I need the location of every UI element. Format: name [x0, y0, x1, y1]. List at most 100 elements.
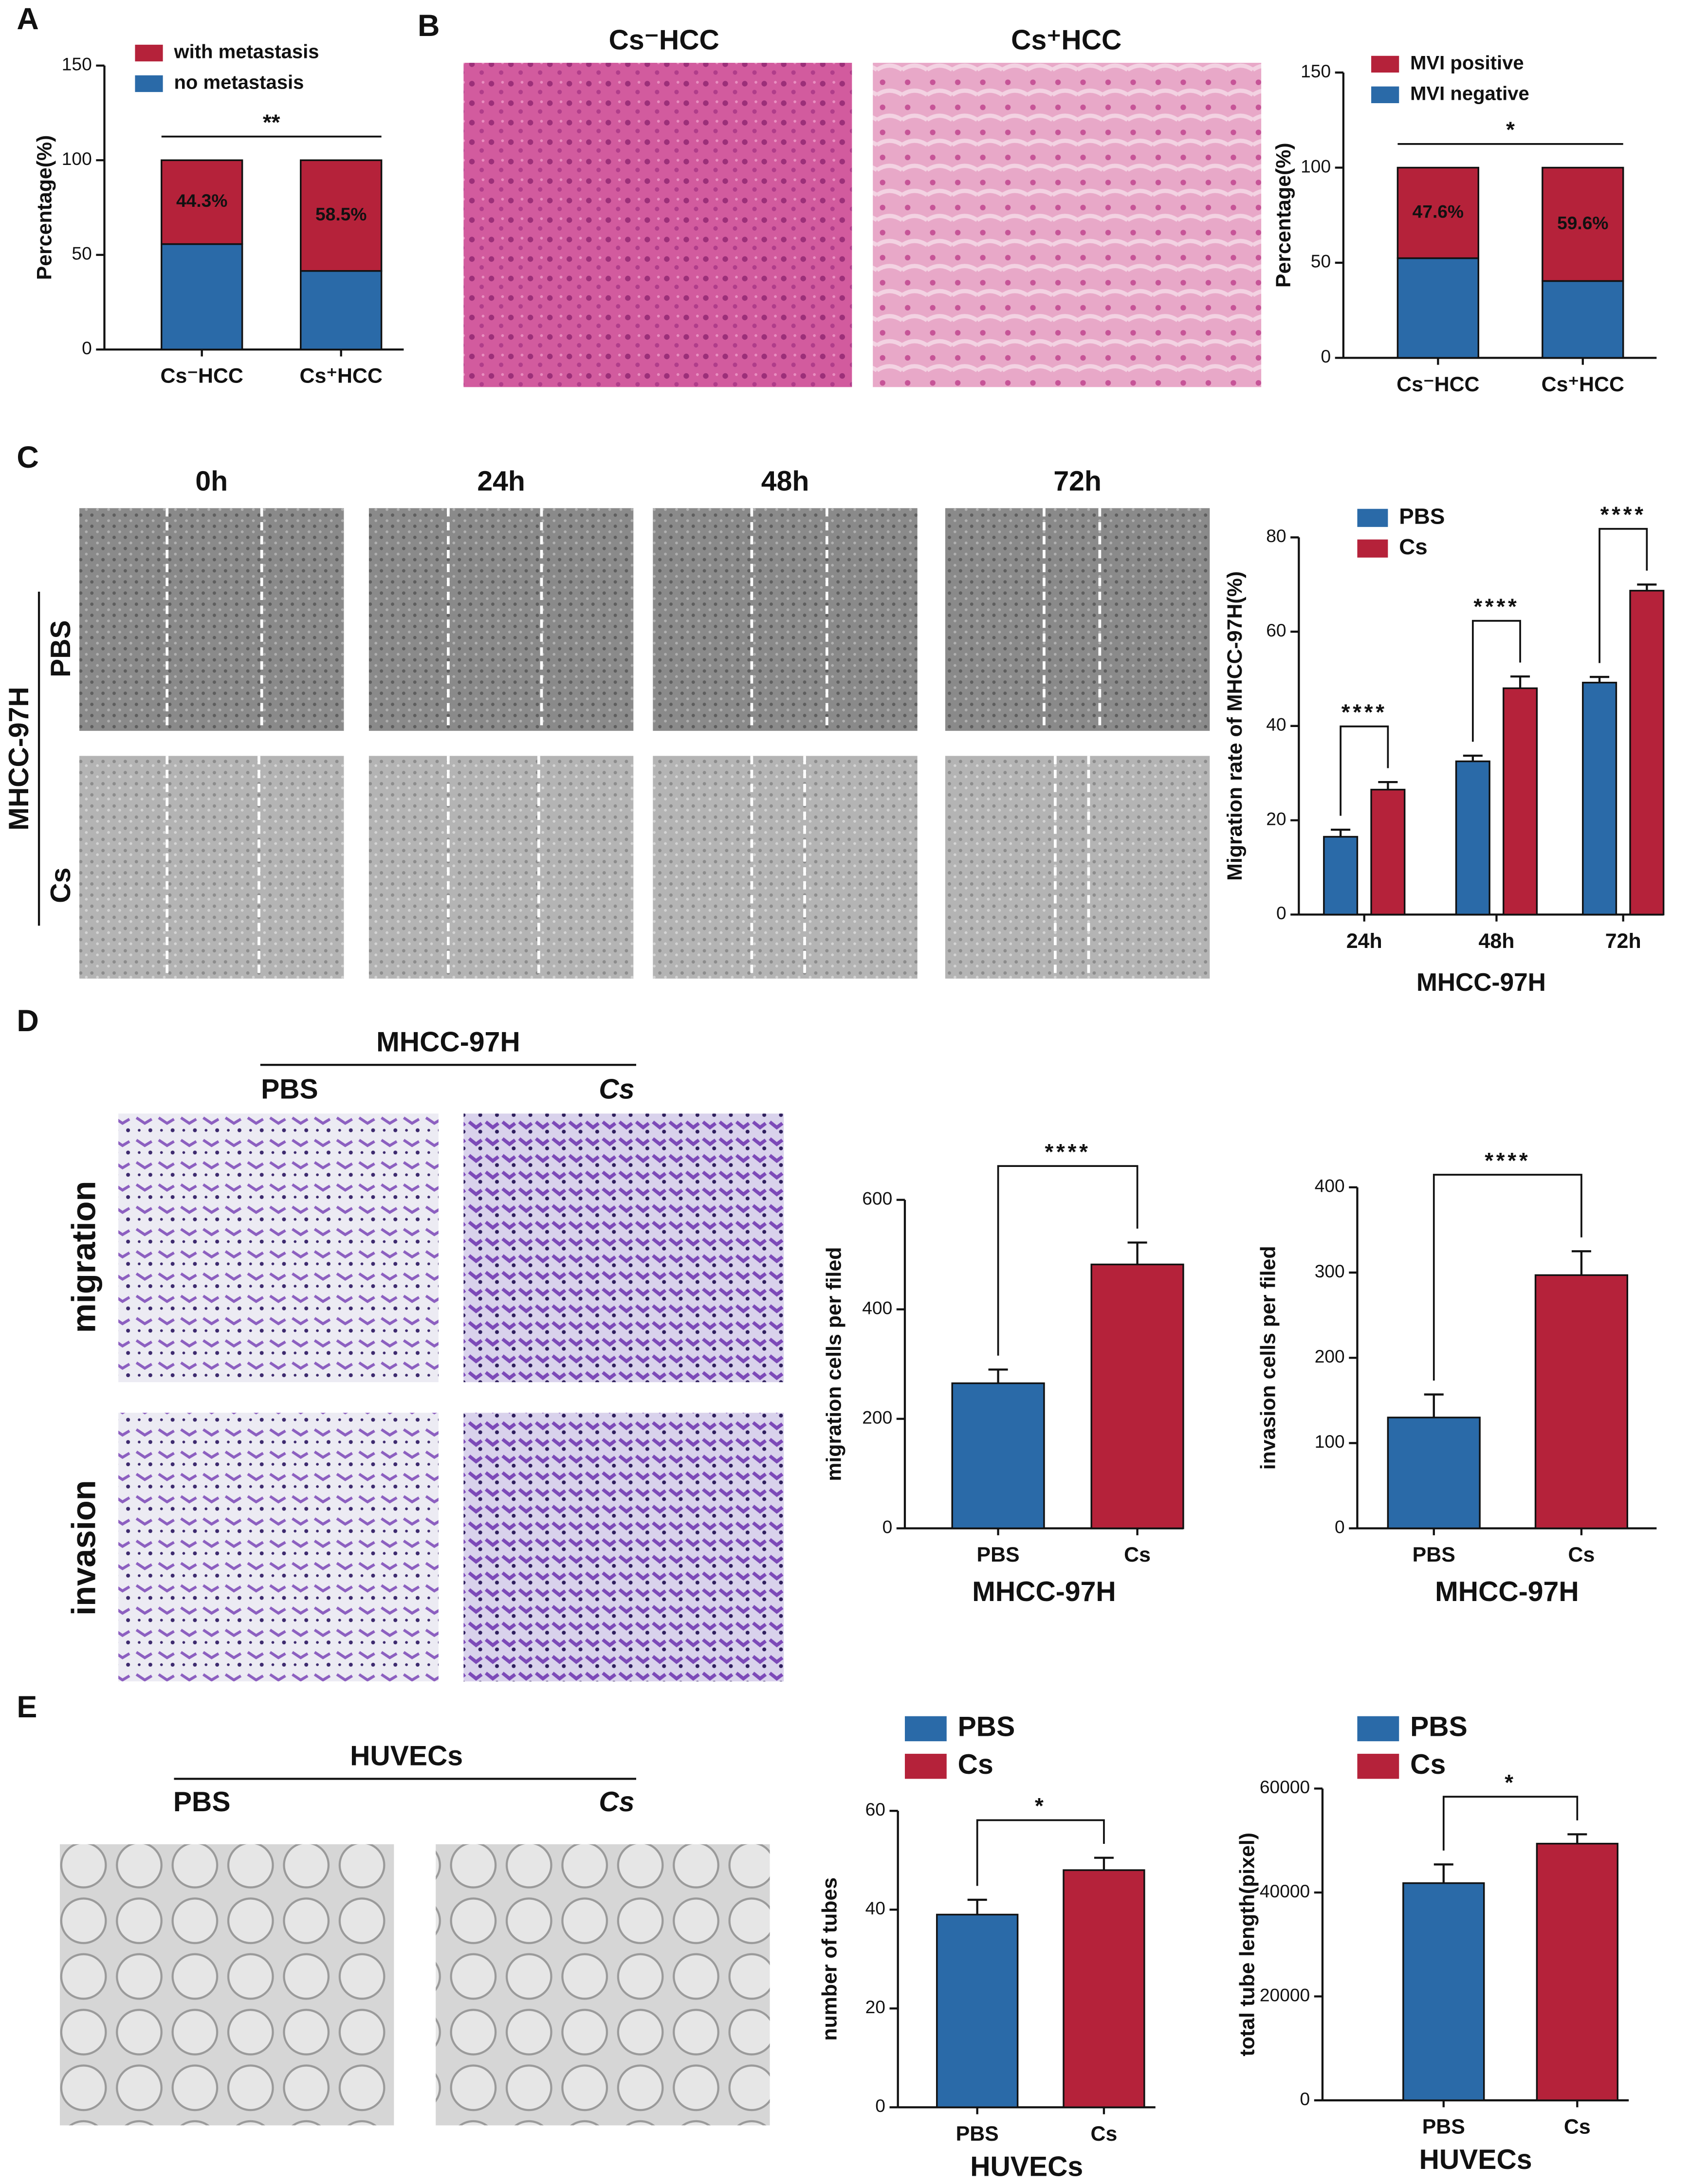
- y-tick-label: 50: [1311, 251, 1331, 272]
- significance-label: *: [1035, 1794, 1047, 1819]
- error-bar: [1127, 1241, 1147, 1265]
- y-tick-label: 40: [1266, 714, 1286, 735]
- micrograph: [59, 1844, 394, 2126]
- error-bar: [1463, 754, 1483, 762]
- time-label: 72h: [1053, 466, 1102, 497]
- y-axis-title: migration cells per filed: [822, 1247, 845, 1481]
- legend-label: no metastasis: [174, 72, 304, 93]
- panel-letter: E: [17, 1690, 37, 1724]
- legend-label: PBS: [1399, 504, 1445, 528]
- significance-label: ****: [1473, 594, 1519, 619]
- y-axis-title: invasion cells per filed: [1257, 1246, 1280, 1470]
- y-tick-label: 150: [1301, 61, 1331, 81]
- legend-swatch: [1357, 1753, 1399, 1779]
- y-axis-title: Migration rate of MHCC-97H(%): [1223, 571, 1247, 881]
- significance-bracket: [1340, 725, 1389, 816]
- y-tick-label: 600: [862, 1188, 892, 1208]
- value-label: 58.5%: [315, 204, 367, 224]
- bar-segment: [161, 243, 243, 350]
- y-axis-title: Percentage(%): [1272, 143, 1295, 288]
- column-label: PBS: [261, 1074, 318, 1105]
- y-axis-title: number of tubes: [818, 1877, 842, 2041]
- x-axis-title: MHCC-97H: [1416, 968, 1546, 996]
- y-tick-label: 100: [1315, 1431, 1345, 1452]
- y-tick-label: 20: [865, 1997, 885, 2017]
- column-label: Cs: [599, 1786, 634, 1818]
- micrograph: [653, 508, 918, 731]
- error-bar: [1637, 583, 1657, 591]
- bar: [1503, 687, 1538, 916]
- legend-swatch: [1371, 86, 1399, 103]
- error-bar: [1378, 781, 1398, 790]
- y-tick-label: 60000: [1260, 1777, 1310, 1797]
- bar-segment: [1542, 280, 1624, 359]
- y-tick-label: 0: [882, 1516, 893, 1537]
- x-tick-label: PBS: [977, 1543, 1020, 1566]
- x-tick-label: Cs⁺HCC: [1542, 373, 1624, 396]
- bar: [1063, 1869, 1145, 2109]
- cell-line-label: HUVECs: [350, 1741, 463, 1772]
- column-label: PBS: [173, 1786, 231, 1818]
- bar: [1090, 1263, 1184, 1529]
- value-label: 59.6%: [1557, 213, 1608, 233]
- cell-line-label: MHCC-97H: [3, 687, 35, 831]
- y-tick-label: 20: [1266, 808, 1286, 829]
- x-tick-label: Cs: [1091, 2122, 1118, 2146]
- x-axis-title: HUVECs: [1419, 2144, 1532, 2175]
- time-label: 24h: [477, 466, 525, 497]
- y-tick-label: 150: [62, 54, 92, 74]
- micrograph: [463, 63, 852, 387]
- image-title: Cs⁻HCC: [609, 24, 719, 55]
- panel-letter: A: [17, 2, 38, 36]
- x-axis-title: MHCC-97H: [1435, 1576, 1579, 1607]
- legend-label: Cs: [1410, 1749, 1446, 1780]
- significance-label: **: [263, 110, 280, 135]
- micrograph: [463, 1413, 784, 1682]
- legend-label: MVI positive: [1410, 52, 1524, 73]
- panel-letter: D: [17, 1004, 38, 1038]
- x-tick-label: Cs: [1564, 2115, 1591, 2139]
- micrograph: [118, 1113, 439, 1383]
- x-tick-label: Cs⁻HCC: [161, 364, 243, 388]
- legend-swatch: [904, 1716, 947, 1742]
- micrograph: [463, 1113, 784, 1383]
- bar: [936, 1913, 1019, 2109]
- legend-label: Cs: [958, 1749, 993, 1780]
- x-tick-label: 48h: [1479, 929, 1515, 953]
- cell-line-label: MHCC-97H: [376, 1026, 520, 1057]
- y-tick-label: 100: [62, 148, 92, 169]
- significance-label: ****: [1485, 1148, 1530, 1173]
- panel-letter: B: [418, 9, 440, 43]
- panel-b-images: Cs⁻HCC Cs⁺HCC: [463, 24, 1262, 387]
- micrograph: [368, 756, 634, 979]
- y-tick-label: 60: [865, 1799, 885, 1820]
- significance-bracket: [997, 1165, 1139, 1356]
- y-tick-label: 0: [1321, 346, 1331, 366]
- bar-segment: [161, 159, 243, 245]
- y-tick-label: 100: [1301, 156, 1331, 176]
- significance-bracket: [976, 1819, 1105, 1886]
- y-tick-label: 60: [1266, 620, 1286, 640]
- bar: [1455, 760, 1490, 916]
- y-tick-label: 0: [82, 338, 92, 358]
- error-bar: [1510, 675, 1530, 689]
- x-axis-title: MHCC-97H: [972, 1576, 1116, 1607]
- micrograph: [873, 63, 1262, 387]
- bar-segment: [1542, 166, 1624, 282]
- significance-bracket: [1471, 619, 1521, 742]
- error-bar: [1424, 1393, 1444, 1418]
- x-axis-title: HUVECs: [970, 2151, 1083, 2182]
- error-bar: [967, 1898, 987, 1915]
- micrograph: [436, 1844, 770, 2126]
- y-tick-label: 400: [862, 1297, 892, 1318]
- bar: [1536, 1842, 1618, 2101]
- column-label: Cs: [599, 1074, 634, 1105]
- bar: [1370, 788, 1406, 916]
- x-tick-label: Cs⁻HCC: [1396, 373, 1479, 396]
- legend-label: Cs: [1399, 534, 1427, 559]
- micrograph: [368, 508, 634, 731]
- legend-swatch: [1357, 509, 1388, 527]
- y-tick-label: 80: [1266, 526, 1286, 546]
- y-tick-label: 40000: [1260, 1881, 1310, 1901]
- legend-swatch: [135, 75, 163, 92]
